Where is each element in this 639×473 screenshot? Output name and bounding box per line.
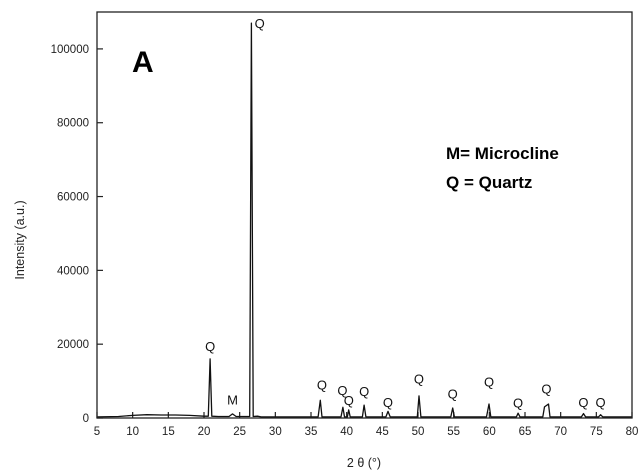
x-tick-label: 70 [554,426,567,438]
peak-label: Q [414,372,424,387]
x-axis-ticks: 5 10 15 20 25 30 35 40 45 50 55 60 65 70 75 80 [94,412,639,438]
peak-label: Q [383,395,393,410]
y-tick-label: 80000 [57,118,89,130]
y-axis-ticks: 0 20000 40000 60000 80000 100000 [51,44,103,425]
x-tick-label: 45 [376,426,389,438]
y-tick-label: 20000 [57,339,89,351]
peak-label: Q [578,395,588,410]
x-tick-label: 20 [198,426,211,438]
peak-label: Q [596,395,606,410]
peak-label: Q [359,384,369,399]
diffraction-pattern-line [96,22,632,418]
y-tick-label: 60000 [57,192,89,204]
peak-label: Q [255,16,265,31]
x-tick-label: 5 [94,426,100,438]
x-tick-label: 50 [412,426,425,438]
x-tick-label: 80 [626,426,639,438]
legend-line-microcline: M= Microcline [446,144,559,163]
x-tick-label: 75 [590,426,603,438]
peak-label: Q [513,396,523,411]
peak-label: Q [337,383,347,398]
x-tick-label: 10 [126,426,139,438]
peak-label: Q [448,386,458,401]
x-tick-label: 35 [305,426,318,438]
y-axis-label: Intensity (a.u.) [13,200,27,279]
y-tick-label: 100000 [51,44,89,56]
x-tick-label: 25 [233,426,246,438]
panel-label: A [132,46,154,79]
peak-label: Q [344,393,354,408]
peak-label: Q [541,381,551,396]
y-tick-label: 40000 [57,265,89,277]
peak-label: Q [484,375,494,390]
peak-label: M [227,392,238,407]
x-tick-label: 15 [162,426,175,438]
plot-frame [96,11,633,419]
x-tick-label: 60 [483,426,496,438]
peak-label: Q [205,339,215,354]
x-tick-label: 40 [340,426,353,438]
x-tick-label: 65 [519,426,532,438]
legend-line-quartz: Q = Quartz [446,173,532,192]
x-tick-label: 55 [447,426,460,438]
x-axis-label: 2 θ (°) [347,456,381,470]
y-tick-label: 0 [83,413,89,425]
peak-label: Q [317,378,327,393]
x-tick-label: 30 [269,426,282,438]
